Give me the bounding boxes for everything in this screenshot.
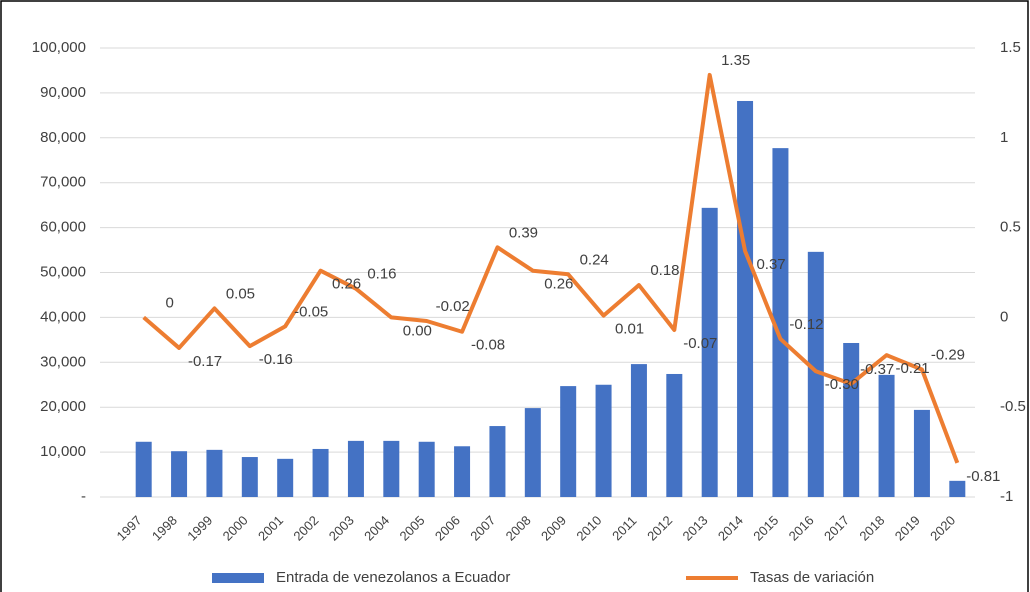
y-tick-label: 80,000	[40, 129, 86, 146]
y-tick-label: 100,000	[32, 39, 86, 56]
y-tick-label: 40,000	[40, 308, 86, 325]
data-label: 0.01	[615, 321, 644, 338]
x-tick-label: 1998	[149, 513, 180, 544]
y2-tick-label: -0.5	[1000, 398, 1026, 415]
y-tick-label: 60,000	[40, 219, 86, 236]
x-tick-label: 2002	[290, 513, 321, 544]
data-label: -0.29	[931, 346, 965, 363]
x-tick-label: 2004	[361, 513, 392, 544]
data-label: -0.21	[895, 360, 929, 377]
y-tick-label: -	[81, 488, 86, 505]
bar	[454, 446, 471, 497]
data-label: -0.02	[436, 298, 470, 315]
data-label: -0.30	[825, 376, 859, 393]
x-tick-label: 2006	[432, 513, 463, 544]
y2-tick-label: 0.5	[1000, 219, 1021, 236]
y2-tick-label: 0	[1000, 308, 1008, 325]
y-tick-label: 50,000	[40, 263, 86, 280]
x-tick-label: 2017	[821, 513, 852, 544]
bar	[171, 451, 188, 497]
x-tick-label: 2000	[220, 513, 251, 544]
bar	[560, 386, 577, 497]
bar	[701, 207, 718, 497]
x-tick-label: 2019	[892, 513, 923, 544]
data-label: 0.39	[509, 224, 538, 241]
bar	[630, 364, 647, 497]
x-tick-label: 2010	[573, 513, 604, 544]
data-label: -0.17	[188, 353, 222, 370]
data-label: -0.05	[294, 303, 328, 320]
x-tick-label: 2016	[786, 513, 817, 544]
bar	[383, 440, 400, 497]
data-label: -0.37	[860, 361, 894, 378]
x-tick-label: 2003	[326, 513, 357, 544]
data-label: 0.26	[332, 276, 361, 293]
bar	[737, 100, 754, 498]
legend-label: Tasas de variación	[750, 569, 874, 586]
x-tick-label: 2018	[856, 513, 887, 544]
bar	[347, 440, 364, 497]
bar	[489, 426, 506, 497]
x-tick-label: 2012	[644, 513, 675, 544]
bar	[666, 373, 683, 497]
bar	[312, 448, 329, 497]
y2-tick-label: 1	[1000, 129, 1008, 146]
data-label: 0.24	[580, 251, 609, 268]
y2-tick-label: 1.5	[1000, 39, 1021, 56]
legend-label: Entrada de venezolanos a Ecuador	[276, 569, 510, 586]
x-tick-label: 2013	[680, 513, 711, 544]
bar	[135, 441, 152, 497]
bar	[241, 457, 258, 497]
bar	[843, 342, 860, 497]
x-tick-label: 2009	[538, 513, 569, 544]
x-tick-label: 2011	[609, 513, 639, 543]
bar	[277, 458, 294, 497]
x-tick-label: 2005	[397, 513, 428, 544]
data-label: 0.26	[544, 276, 573, 293]
data-label: 0.05	[226, 285, 255, 302]
data-label: 0	[166, 294, 174, 311]
data-label: -0.07	[683, 335, 717, 352]
x-tick-label: 2014	[715, 513, 746, 544]
x-tick-label: 1999	[184, 513, 215, 544]
y-tick-label: 90,000	[40, 84, 86, 101]
y-tick-label: 70,000	[40, 174, 86, 191]
x-tick-label: 2015	[750, 513, 781, 544]
x-tick-label: 2020	[927, 513, 958, 544]
data-label: -0.81	[966, 468, 1000, 485]
y-tick-label: 30,000	[40, 353, 86, 370]
bar	[878, 374, 895, 497]
bar	[913, 409, 930, 497]
bar	[206, 449, 223, 497]
y-tick-label: 10,000	[40, 443, 86, 460]
data-label: 1.35	[721, 52, 750, 69]
bar	[949, 480, 966, 497]
data-label: -0.12	[789, 316, 823, 333]
bar	[595, 384, 612, 497]
bar	[807, 251, 824, 497]
bar	[524, 408, 541, 497]
data-label: 0.00	[403, 322, 432, 339]
y-tick-label: 20,000	[40, 398, 86, 415]
data-label: 0.18	[650, 262, 679, 279]
bar	[772, 148, 789, 497]
data-label: -0.08	[471, 337, 505, 354]
x-tick-label: 2008	[503, 513, 534, 544]
y2-tick-label: -1	[1000, 488, 1013, 505]
line	[142, 72, 960, 464]
data-label: 0.37	[756, 256, 785, 273]
bar	[418, 441, 435, 497]
x-tick-label: 2007	[467, 513, 498, 544]
x-tick-label: 1997	[114, 513, 145, 544]
data-label: 0.16	[367, 266, 396, 283]
legend-swatch	[212, 573, 264, 583]
x-tick-label: 2001	[255, 513, 286, 544]
data-label: -0.16	[259, 351, 293, 368]
